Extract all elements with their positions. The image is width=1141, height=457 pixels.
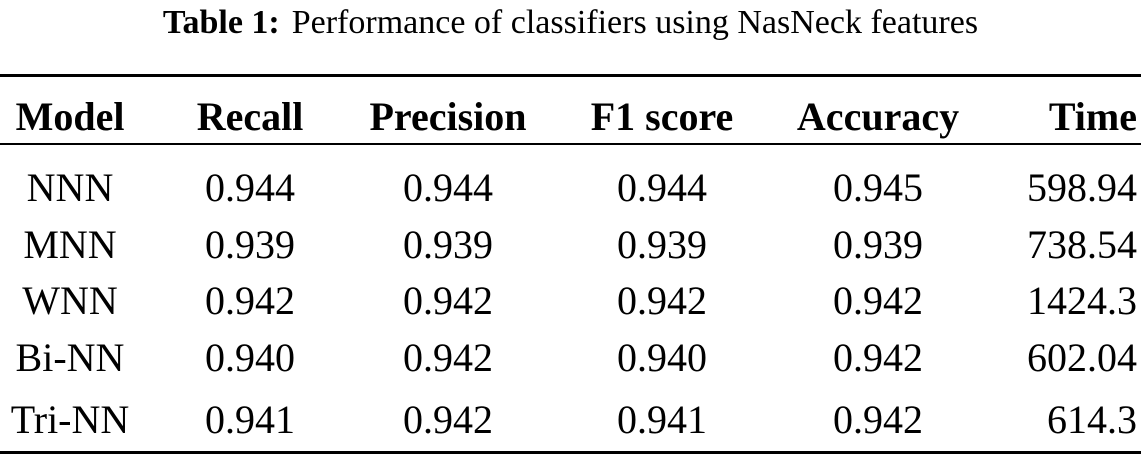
table-cell: 602.04 xyxy=(1027,335,1137,380)
table-cell: 0.940 xyxy=(205,335,295,380)
bottom-rule xyxy=(0,451,1141,454)
table-cell: 0.939 xyxy=(833,222,923,267)
table-cell: 614.3 xyxy=(1047,397,1137,442)
table-cell: 0.944 xyxy=(617,165,707,210)
table-cell: 0.942 xyxy=(403,278,493,323)
row-label: Tri-NN xyxy=(10,397,130,442)
table-cell: 0.942 xyxy=(833,335,923,380)
table-cell: 0.939 xyxy=(403,222,493,267)
row-label: Bi-NN xyxy=(15,335,125,380)
table-cell: 0.942 xyxy=(403,335,493,380)
table-caption: Table 1: Performance of classifiers using… xyxy=(0,4,1141,42)
table-cell: 0.944 xyxy=(205,165,295,210)
table-cell: 0.942 xyxy=(617,278,707,323)
table-cell: 0.942 xyxy=(833,278,923,323)
table-cell: 0.940 xyxy=(617,335,707,380)
column-header: Precision xyxy=(369,94,527,139)
column-header: Model xyxy=(15,94,125,139)
table-cell: 0.944 xyxy=(403,165,493,210)
table-cell: 0.939 xyxy=(205,222,295,267)
table-cell: 0.941 xyxy=(617,397,707,442)
caption-label: Table 1: xyxy=(162,4,280,41)
table-cell: 0.941 xyxy=(205,397,295,442)
mid-rule xyxy=(0,143,1141,145)
row-label: NNN xyxy=(26,165,114,210)
table-cell: 0.942 xyxy=(205,278,295,323)
table-cell: 0.945 xyxy=(833,165,923,210)
caption-text: Performance of classifiers using NasNeck… xyxy=(291,4,979,41)
row-label: MNN xyxy=(23,222,117,267)
column-header: Accuracy xyxy=(796,94,960,139)
table-cell: 0.942 xyxy=(833,397,923,442)
column-header: F1 score xyxy=(590,94,734,139)
table-cell: 738.54 xyxy=(1027,222,1137,267)
column-header: Recall xyxy=(196,94,304,139)
row-label: WNN xyxy=(22,278,118,323)
top-rule xyxy=(0,74,1141,77)
table-cell: 1424.3 xyxy=(1027,278,1137,323)
table-cell: 0.942 xyxy=(403,397,493,442)
table-cell: 0.939 xyxy=(617,222,707,267)
column-header: Time xyxy=(1048,94,1137,139)
table-cell: 598.94 xyxy=(1027,165,1137,210)
